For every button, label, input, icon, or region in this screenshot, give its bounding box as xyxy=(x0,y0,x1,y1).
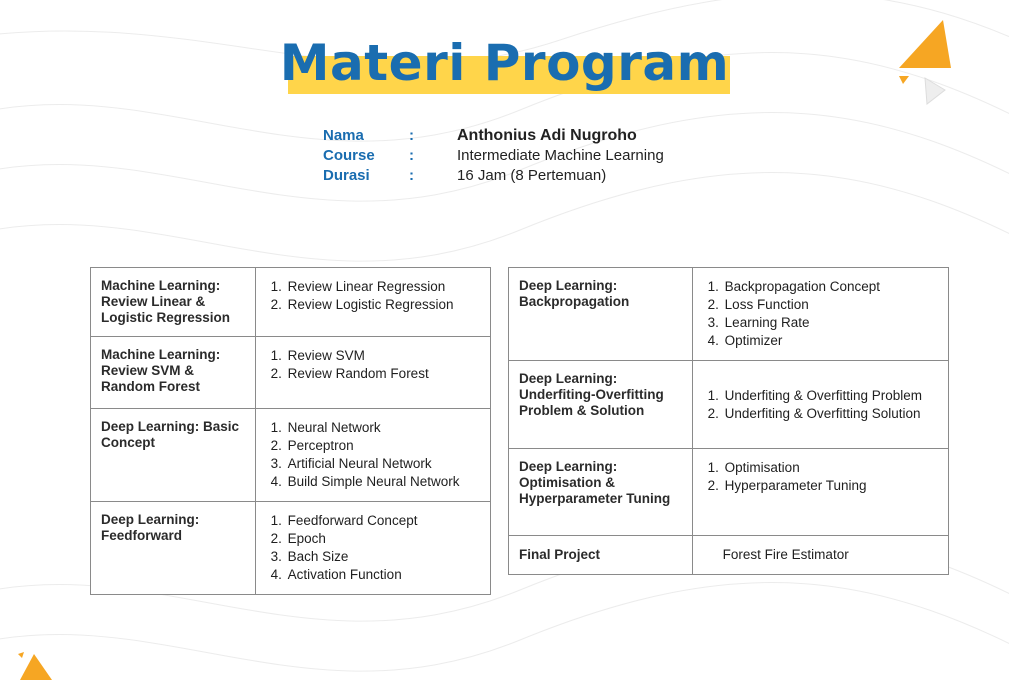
table-row: Machine Learning: Review Linear & Logist… xyxy=(90,267,492,337)
items-cell: Neural Network Perceptron Artificial Neu… xyxy=(254,408,492,502)
info-row-nama: Nama : Anthonius Adi Nugroho xyxy=(323,126,664,146)
list-item: Feedforward Concept xyxy=(286,512,480,530)
colon: : xyxy=(409,167,414,184)
topic-cell: Machine Learning: Review Linear & Logist… xyxy=(90,267,256,337)
list-item: Review SVM xyxy=(286,347,480,365)
final-project-cell: Forest Fire Estimator xyxy=(691,535,950,575)
list-item: Review Linear Regression xyxy=(286,278,480,296)
table-row: Deep Learning: Basic Concept Neural Netw… xyxy=(90,408,492,502)
colon: : xyxy=(409,147,414,164)
list-item: Review Logistic Regression xyxy=(286,296,480,314)
durasi-label: Durasi xyxy=(323,167,370,184)
page-title: Materi Program xyxy=(279,34,730,92)
colon: : xyxy=(409,127,414,144)
topic-cell: Deep Learning: Backpropagation xyxy=(508,267,693,361)
list-item: Perceptron xyxy=(286,437,480,455)
triangle-decoration-top-right xyxy=(899,20,951,105)
durasi-value: 16 Jam (8 Pertemuan) xyxy=(457,167,607,184)
table-row: Deep Learning: Feedforward Feedforward C… xyxy=(90,501,492,595)
program-info: Nama : Anthonius Adi Nugroho Course : In… xyxy=(323,126,664,186)
table-row: Deep Learning: Optimisation & Hyperparam… xyxy=(508,448,950,536)
topic-cell: Deep Learning: Basic Concept xyxy=(90,408,256,502)
items-cell: Review Linear Regression Review Logistic… xyxy=(254,267,492,337)
title-highlight xyxy=(288,56,730,94)
items-cell: Underfiting & Overfitting Problem Underf… xyxy=(691,360,950,449)
list-item: Optimisation xyxy=(723,459,938,477)
list-item: Underfiting & Overfitting Problem xyxy=(723,387,938,405)
table-row: Machine Learning: Review SVM & Random Fo… xyxy=(90,336,492,409)
list-item: Hyperparameter Tuning xyxy=(723,477,938,495)
list-item: Epoch xyxy=(286,530,480,548)
list-item: Learning Rate xyxy=(723,314,938,332)
list-item: Optimizer xyxy=(723,332,938,350)
topic-cell: Deep Learning: Feedforward xyxy=(90,501,256,595)
topic-cell: Deep Learning: Optimisation & Hyperparam… xyxy=(508,448,693,536)
list-item: Activation Function xyxy=(286,566,480,584)
topic-cell: Final Project xyxy=(508,535,693,575)
list-item: Underfiting & Overfitting Solution xyxy=(723,405,938,423)
items-cell: Optimisation Hyperparameter Tuning xyxy=(691,448,950,536)
list-item: Loss Function xyxy=(723,296,938,314)
curriculum-table-left: Machine Learning: Review Linear & Logist… xyxy=(90,267,492,595)
table-row: Final Project Forest Fire Estimator xyxy=(508,535,950,575)
list-item: Artificial Neural Network xyxy=(286,455,480,473)
list-item: Review Random Forest xyxy=(286,365,480,383)
list-item: Build Simple Neural Network xyxy=(286,473,480,491)
nama-value: Anthonius Adi Nugroho xyxy=(457,127,637,144)
triangle-decoration-bottom-left xyxy=(18,652,52,680)
list-item: Bach Size xyxy=(286,548,480,566)
course-value: Intermediate Machine Learning xyxy=(457,147,664,164)
table-row: Deep Learning: Underfiting-Overfitting P… xyxy=(508,360,950,449)
info-row-durasi: Durasi : 16 Jam (8 Pertemuan) xyxy=(323,166,664,186)
topic-cell: Machine Learning: Review SVM & Random Fo… xyxy=(90,336,256,409)
items-cell: Backpropagation Concept Loss Function Le… xyxy=(691,267,950,361)
list-item: Backpropagation Concept xyxy=(723,278,938,296)
info-row-course: Course : Intermediate Machine Learning xyxy=(323,146,664,166)
curriculum-table-right: Deep Learning: Backpropagation Backpropa… xyxy=(508,267,950,575)
items-cell: Feedforward Concept Epoch Bach Size Acti… xyxy=(254,501,492,595)
nama-label: Nama xyxy=(323,127,364,144)
course-label: Course xyxy=(323,147,375,164)
topic-cell: Deep Learning: Underfiting-Overfitting P… xyxy=(508,360,693,449)
list-item: Neural Network xyxy=(286,419,480,437)
table-row: Deep Learning: Backpropagation Backpropa… xyxy=(508,267,950,361)
items-cell: Review SVM Review Random Forest xyxy=(254,336,492,409)
